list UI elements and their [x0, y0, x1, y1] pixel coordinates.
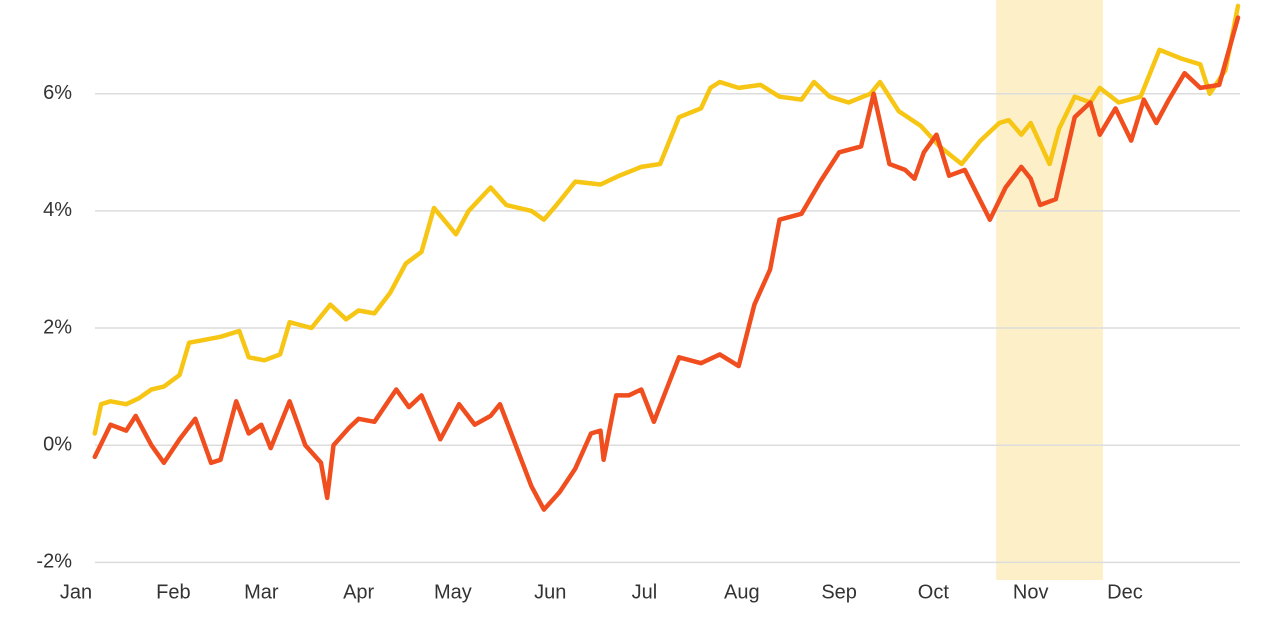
x-tick-label: Jan	[60, 581, 92, 603]
y-tick-label: 4%	[43, 199, 72, 221]
x-tick-label: Dec	[1107, 581, 1143, 603]
y-tick-label: -2%	[36, 551, 72, 573]
x-tick-label: Mar	[244, 581, 279, 603]
x-tick-label: Sep	[821, 581, 857, 603]
x-tick-label: Jul	[632, 581, 658, 603]
line	[92, 15, 1241, 512]
x-tick-label: Feb	[156, 581, 190, 603]
y-tick-label: 2%	[43, 316, 72, 338]
x-tick-label: Oct	[918, 581, 950, 603]
x-tick-label: Aug	[724, 581, 760, 603]
x-tick-label: Jun	[534, 581, 566, 603]
x-tick-label: May	[434, 581, 472, 603]
y-tick-label: 6%	[43, 82, 72, 104]
highlight-band	[996, 0, 1103, 580]
x-tick-label: Nov	[1013, 581, 1049, 603]
y-tick-label: 0%	[43, 433, 72, 455]
line	[92, 3, 1241, 436]
x-tick-label: Apr	[343, 581, 374, 603]
